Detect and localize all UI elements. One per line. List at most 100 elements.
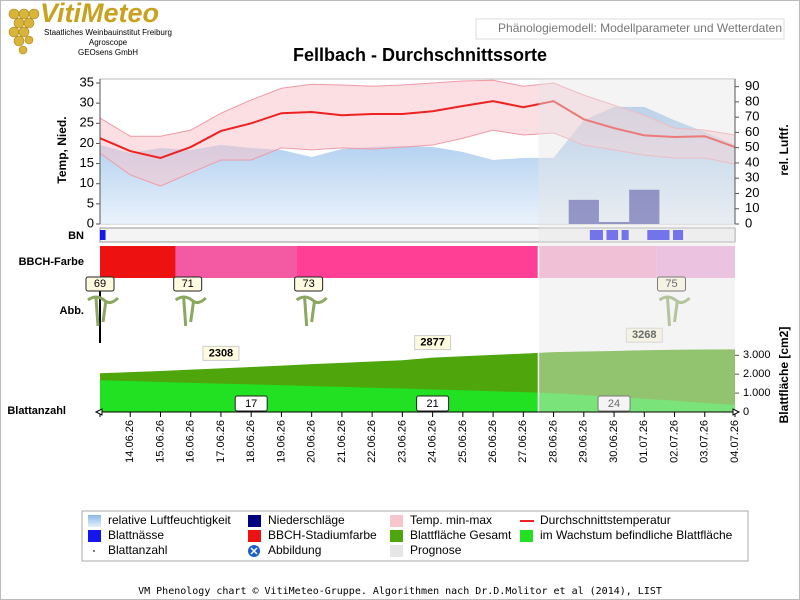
leaf-wetness bbox=[673, 230, 684, 240]
legend-label: im Wachstum befindliche Blattfläche bbox=[540, 528, 733, 542]
institution: Agroscope bbox=[89, 38, 128, 47]
leaf-count: 17 bbox=[234, 395, 268, 412]
x-tick-label: 20.06.26 bbox=[306, 420, 318, 463]
y3-tick-label: 1.000 bbox=[743, 387, 771, 399]
leaf-wetness bbox=[647, 230, 670, 240]
legend-swatch bbox=[390, 515, 403, 527]
legend-swatch bbox=[390, 530, 403, 542]
x-tick-label: 14.06.26 bbox=[124, 420, 136, 463]
leaf-count-box bbox=[234, 395, 268, 412]
value-label-text: 2308 bbox=[209, 347, 233, 359]
leaf-wetness bbox=[589, 230, 603, 240]
leaf-wetness bbox=[100, 230, 106, 240]
institution: GEOsens GmbH bbox=[78, 48, 138, 57]
x-tick-label: 16.06.26 bbox=[185, 420, 197, 463]
x-tick-label: 17.06.26 bbox=[215, 420, 227, 463]
x-tick-label: 24.06.26 bbox=[427, 420, 439, 463]
y2-tick-label: 80 bbox=[745, 93, 759, 108]
leaf-count-text: 21 bbox=[426, 398, 438, 410]
x-tick-label: 27.06.26 bbox=[517, 420, 529, 463]
y2-axis-label: rel. Luftf. bbox=[777, 124, 791, 175]
legend-label: Durchschnittstemperatur bbox=[540, 513, 671, 527]
bbch-segment bbox=[100, 246, 176, 278]
x-tick-label: 21.06.26 bbox=[336, 420, 348, 463]
y-tick-label: 5 bbox=[87, 195, 94, 210]
legend-swatch bbox=[248, 515, 261, 527]
legend-item: BBCH-Stadiumfarbe bbox=[248, 528, 377, 542]
legend-box bbox=[81, 510, 749, 562]
y2-tick-label: 70 bbox=[745, 109, 759, 124]
y-tick-label: 25 bbox=[80, 115, 94, 130]
value-label-box bbox=[202, 345, 240, 361]
legend-swatch bbox=[88, 530, 101, 542]
legend-swatch-mark bbox=[250, 547, 258, 555]
legend-label: Temp. min-max bbox=[410, 513, 492, 527]
y3-tick-label: 0 bbox=[743, 406, 749, 418]
line bbox=[99, 100, 736, 159]
legend-swatch bbox=[248, 530, 261, 542]
leaf-wetness bbox=[621, 230, 629, 240]
x-tick-label: 15.06.26 bbox=[154, 420, 166, 463]
row-label: Blattanzahl bbox=[7, 405, 66, 417]
stage-box bbox=[173, 276, 203, 292]
y3-tick-label: 2.000 bbox=[743, 368, 771, 380]
bar bbox=[568, 199, 599, 224]
leaf-count: 24 bbox=[597, 395, 631, 412]
leaf-wetness bbox=[606, 230, 619, 240]
y2-tick-label: 20 bbox=[745, 185, 759, 200]
stage-box bbox=[85, 276, 115, 292]
stage-picture bbox=[87, 295, 120, 327]
footer: VM Phenology chart © VitiMeteo-Gruppe. A… bbox=[138, 586, 662, 597]
leaf-count-box bbox=[416, 395, 450, 412]
x-tick-label: 26.06.26 bbox=[487, 420, 499, 463]
x-tick-label: 19.06.26 bbox=[275, 420, 287, 463]
x-tick-label: 04.07.26 bbox=[729, 420, 741, 463]
x-tick-label: 01.07.26 bbox=[638, 420, 650, 463]
stage-picture bbox=[174, 295, 207, 327]
y2-tick-label: 60 bbox=[745, 124, 759, 139]
bbch-segment bbox=[538, 246, 657, 278]
leaf-count-text: 17 bbox=[245, 398, 257, 410]
value-label: 2308 bbox=[202, 345, 240, 361]
legend-item: Durchschnittstemperatur bbox=[520, 513, 671, 527]
legend-item: relative Luftfeuchtigkeit bbox=[88, 513, 231, 527]
band-low bbox=[99, 129, 736, 187]
band-fill bbox=[100, 80, 735, 187]
row-label: BBCH-Farbe bbox=[19, 256, 84, 268]
row-label: Abb. bbox=[60, 305, 84, 317]
stage-text: 73 bbox=[303, 278, 315, 290]
bar bbox=[598, 221, 630, 224]
page-title-box bbox=[475, 18, 785, 40]
legend-label: Niederschläge bbox=[268, 513, 345, 527]
y-tick-label: 15 bbox=[80, 155, 94, 170]
legend-swatch bbox=[88, 515, 101, 527]
stage-picture bbox=[295, 295, 328, 327]
y2-tick-label: 30 bbox=[745, 170, 759, 185]
legend-item: Niederschläge bbox=[248, 513, 345, 527]
stage-text: 75 bbox=[665, 278, 677, 290]
stage-text: 71 bbox=[182, 278, 194, 290]
legend-label: Prognose bbox=[410, 543, 462, 557]
page-title: Phänologiemodell: Modellparameter und We… bbox=[498, 21, 782, 35]
value-label-box bbox=[414, 335, 452, 351]
leaf-count-box bbox=[597, 395, 631, 412]
y2-tick-label: 0 bbox=[745, 215, 752, 230]
legend-item: Prognose bbox=[390, 543, 462, 557]
leaf-count: 21 bbox=[416, 395, 450, 412]
legend-item: Temp. min-max bbox=[390, 513, 492, 527]
legend-item: Abbildung bbox=[248, 543, 321, 557]
bbch-segment bbox=[175, 246, 297, 278]
x-tick-label: 23.06.26 bbox=[396, 420, 408, 463]
x-tick-label: 03.07.26 bbox=[699, 420, 711, 463]
leaf-count-text: 24 bbox=[608, 398, 620, 410]
y3-tick-label: 3.000 bbox=[743, 349, 771, 361]
y3-axis-label: Blattfläche [cm2] bbox=[777, 327, 791, 424]
stage-box bbox=[657, 276, 686, 292]
x-tick-label: 22.06.26 bbox=[366, 420, 378, 463]
logo-grapes bbox=[8, 8, 40, 55]
bbch-segment bbox=[656, 246, 735, 278]
y2-tick-label: 10 bbox=[745, 200, 759, 215]
value-label-text: 3268 bbox=[632, 329, 656, 341]
x-tick-label: 30.06.26 bbox=[608, 420, 620, 463]
